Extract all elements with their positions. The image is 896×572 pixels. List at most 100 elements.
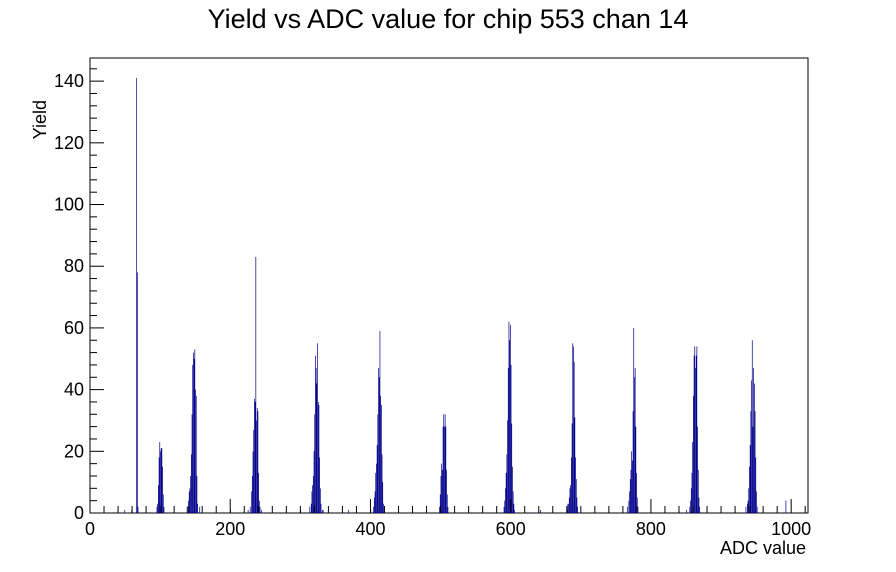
histogram-bar <box>157 503 159 513</box>
histogram-bar <box>577 506 579 513</box>
histogram-bar <box>505 488 506 513</box>
histogram-bar <box>693 395 694 513</box>
histogram-bar <box>690 500 691 513</box>
histogram-bar <box>247 509 249 513</box>
histogram-bar <box>745 506 747 513</box>
histogram-bar <box>256 408 258 513</box>
histogram-bar <box>510 324 511 513</box>
histogram-bar <box>747 503 748 513</box>
histogram-bar <box>197 503 198 513</box>
x-tick-label: 800 <box>636 519 666 539</box>
histogram-bar <box>254 401 256 513</box>
histogram-bar <box>513 503 515 513</box>
histogram-bar <box>754 411 756 513</box>
histogram-bar <box>255 256 257 513</box>
histogram-bar <box>258 500 260 513</box>
histogram-bar <box>568 497 570 513</box>
histogram-bar <box>514 509 515 513</box>
x-tick-label: 200 <box>215 519 245 539</box>
histogram-bar <box>628 500 630 513</box>
x-tick-label: 0 <box>85 519 95 539</box>
histogram-bar <box>376 445 378 513</box>
y-tick-label: 120 <box>54 133 84 153</box>
histogram-bar <box>312 485 313 513</box>
histogram-bar <box>188 491 190 513</box>
histogram-bar <box>252 451 254 513</box>
histogram-bar <box>194 349 196 513</box>
histogram-bar <box>249 506 251 513</box>
histogram-bar <box>439 506 440 513</box>
histogram-bar <box>756 491 757 513</box>
histogram-bar <box>192 364 194 513</box>
histogram-bar <box>439 494 441 513</box>
histogram-bar <box>747 500 749 513</box>
histogram-bar <box>378 377 380 513</box>
histogram-bar <box>696 346 698 513</box>
histogram-bar <box>751 380 752 513</box>
histogram-bar <box>160 448 162 513</box>
histogram-bar <box>568 503 569 513</box>
histogram-bar <box>698 497 700 513</box>
histogram-bar <box>442 426 444 513</box>
histogram-bar <box>186 506 188 513</box>
histogram-bar <box>569 488 571 513</box>
histogram-bar <box>571 423 573 513</box>
histogram-bar <box>570 485 571 513</box>
histogram-bar <box>320 503 322 513</box>
histogram-bar <box>378 368 379 513</box>
histogram-bar <box>443 414 445 513</box>
histogram-bar <box>375 472 377 513</box>
histogram-bar <box>632 411 634 513</box>
histogram-bar <box>750 411 752 513</box>
x-axis-label: ADC value <box>720 538 806 558</box>
histogram-bar <box>695 355 697 513</box>
histogram-bar <box>446 494 448 513</box>
histogram-bar <box>383 503 384 513</box>
histogram-bar <box>380 405 382 513</box>
histogram-bar <box>693 355 695 513</box>
histogram-bar <box>785 500 787 513</box>
histogram-bar <box>692 442 694 513</box>
histogram-bar <box>193 358 195 513</box>
histogram-bar <box>382 482 384 513</box>
histogram-bar <box>348 509 349 513</box>
histogram-bar <box>695 368 696 513</box>
histogram-bar <box>540 509 541 513</box>
histogram-bar <box>190 475 191 513</box>
histogram-bar <box>697 469 699 513</box>
histogram-bar <box>754 383 755 513</box>
histogram-bar <box>160 451 161 513</box>
histogram-bar <box>261 509 262 513</box>
histogram-bar <box>380 395 381 513</box>
histogram-bar <box>309 506 311 513</box>
histogram-bar <box>162 494 164 513</box>
histogram-bar <box>509 340 510 513</box>
histogram-bar <box>124 509 126 513</box>
histogram-bar <box>158 485 159 513</box>
histogram-bar <box>697 426 698 513</box>
histogram-bar <box>699 506 701 513</box>
histogram-bar <box>314 414 316 513</box>
histogram-bar <box>512 491 514 513</box>
histogram-bar <box>629 479 631 513</box>
histogram-bar <box>686 509 687 513</box>
histogram-bar <box>631 451 632 513</box>
histogram-bar <box>254 398 255 513</box>
histogram-bar <box>318 405 320 513</box>
histogram-bar <box>315 368 317 513</box>
histogram-bar <box>444 414 446 513</box>
histogram-bar <box>755 457 757 513</box>
histogram-bar <box>156 506 158 513</box>
y-tick-label: 0 <box>74 503 84 523</box>
plot-frame <box>89 57 809 514</box>
histogram-bar <box>322 509 323 513</box>
histogram-bar <box>630 469 632 513</box>
y-tick-label: 40 <box>64 380 84 400</box>
histogram-bar <box>507 420 508 513</box>
histogram-bar <box>756 506 758 513</box>
histogram-bar <box>376 463 377 513</box>
histogram-bar <box>377 414 379 513</box>
histogram-bar <box>632 460 633 513</box>
histogram-bar <box>636 472 637 513</box>
